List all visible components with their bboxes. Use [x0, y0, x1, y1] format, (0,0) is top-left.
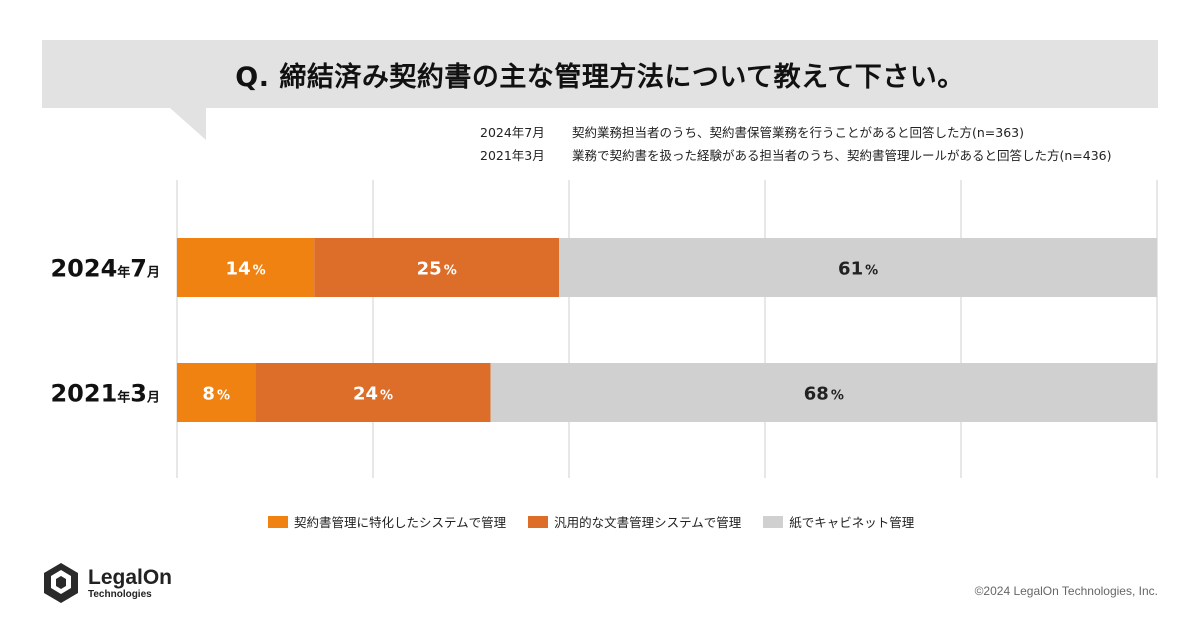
category-label: 2024年7月 — [50, 255, 160, 283]
legend-label: 紙でキャビネット管理 — [789, 515, 915, 530]
question-title: Q. 締結済み契約書の主な管理方法について教えて下さい。 — [235, 61, 965, 93]
bar-segment — [490, 363, 1158, 422]
data-label: 24% — [353, 384, 393, 405]
note-date: 2021年3月 — [480, 148, 545, 163]
data-label: 68% — [804, 384, 844, 405]
legend-item: 紙でキャビネット管理 — [763, 512, 914, 531]
company-logo: LegalOn Technologies — [42, 562, 172, 604]
data-label: 25% — [417, 259, 457, 280]
data-label: 14% — [226, 259, 266, 280]
note-row: 2024年7月 契約業務担当者のうち、契約書保管業務を行うことがあると回答した方… — [480, 121, 1112, 144]
chart-legend: 契約書管理に特化したシステムで管理 汎用的な文書管理システムで管理 紙でキャビネ… — [268, 512, 936, 531]
logo-name: LegalOn — [88, 565, 173, 589]
question-banner: Q. 締結済み契約書の主な管理方法について教えて下さい。 — [42, 40, 1158, 108]
copyright-text: ©2024 LegalOn Technologies, Inc. — [974, 584, 1158, 598]
bar-segment — [177, 238, 315, 297]
stacked-bar-chart: 2024年7月 14% 25% 61 % 2021年3月 8% 24% 68% — [50, 180, 1158, 478]
legend-item: 汎用的な文書管理システムで管理 — [528, 512, 741, 531]
category-label: 2021年3月 — [50, 380, 160, 408]
speech-bubble-tail — [170, 108, 206, 140]
legend-swatch — [268, 515, 288, 528]
note-date: 2024年7月 — [480, 125, 545, 140]
legend-swatch — [528, 515, 549, 528]
survey-notes: 2024年7月 契約業務担当者のうち、契約書保管業務を行うことがあると回答した方… — [480, 121, 1112, 167]
logo-subtitle: Technologies — [88, 588, 152, 600]
legend-label: 契約書管理に特化したシステムで管理 — [294, 515, 507, 530]
data-label: 8% — [202, 384, 230, 405]
legalon-logo-icon — [44, 563, 78, 603]
bar-segment — [255, 363, 491, 422]
legend-label: 汎用的な文書管理システムで管理 — [554, 515, 742, 530]
bar-segment — [177, 363, 256, 422]
bar-segment — [314, 238, 560, 297]
note-row: 2021年3月 業務で契約書を扱った経験がある担当者のうち、契約書管理ルールがあ… — [480, 144, 1112, 167]
legend-item: 契約書管理に特化したシステムで管理 — [268, 512, 506, 531]
legend-swatch — [763, 515, 784, 528]
bar-segment — [559, 238, 1157, 297]
note-text: 契約業務担当者のうち、契約書保管業務を行うことがあると回答した方(n=363) — [572, 125, 1025, 140]
note-text: 業務で契約書を扱った経験がある担当者のうち、契約書管理ルールがあると回答した方(… — [572, 148, 1112, 163]
data-label: 61% — [838, 259, 878, 280]
